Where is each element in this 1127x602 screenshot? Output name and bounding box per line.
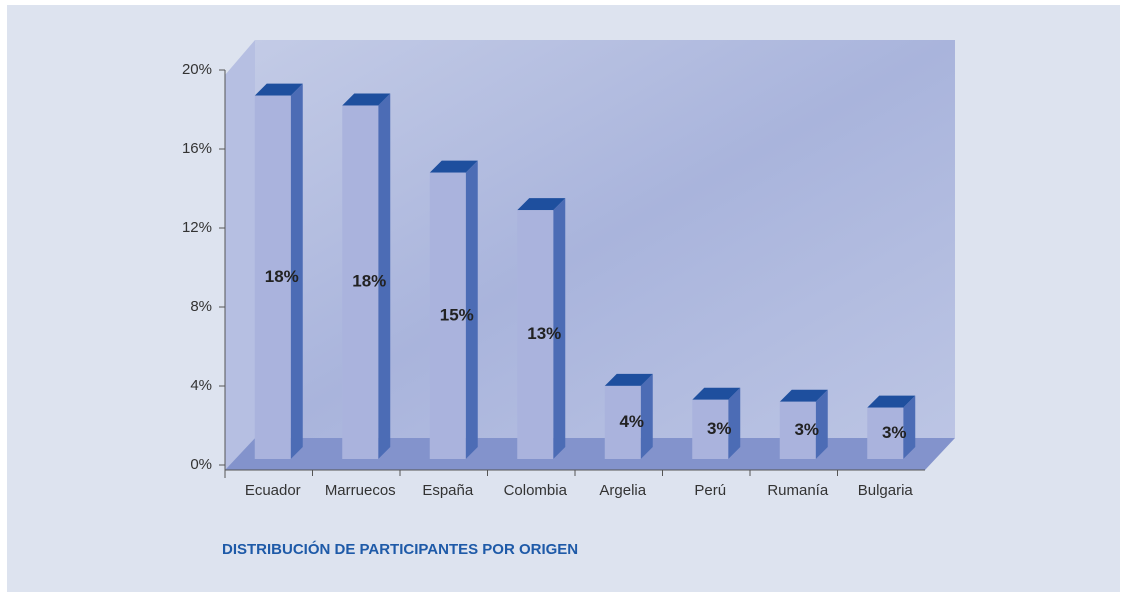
value-label: 4% (619, 412, 644, 431)
y-tick-label: 12% (182, 219, 212, 236)
y-tick-label: 16% (182, 140, 212, 157)
value-label: 3% (794, 420, 819, 439)
value-label: 15% (440, 305, 474, 324)
floor (225, 438, 955, 470)
value-label: 13% (527, 324, 561, 343)
y-tick-label: 0% (190, 456, 212, 473)
value-label: 18% (265, 267, 299, 286)
chart-title: DISTRIBUCIÓN DE PARTICIPANTES POR ORIGEN (222, 540, 578, 558)
value-label: 3% (882, 423, 907, 442)
value-label: 3% (707, 419, 732, 438)
y-tick-label: 4% (190, 377, 212, 394)
x-tick-label: Marruecos (325, 482, 396, 499)
x-tick-label: Rumanía (767, 482, 829, 499)
x-tick-label: Argelia (599, 482, 646, 499)
y-tick-label: 20% (182, 61, 212, 78)
chart: DISTRIBUCIÓN DE PARTICIPANTES POR ORIGEN… (0, 0, 1127, 597)
value-label: 18% (352, 272, 386, 291)
x-tick-label: España (422, 482, 474, 499)
x-tick-label: Bulgaria (858, 482, 914, 499)
x-tick-label: Colombia (504, 482, 568, 499)
y-tick-label: 8% (190, 298, 212, 315)
x-tick-label: Ecuador (245, 482, 301, 499)
x-tick-label: Perú (694, 482, 726, 499)
side-wall (225, 40, 255, 470)
